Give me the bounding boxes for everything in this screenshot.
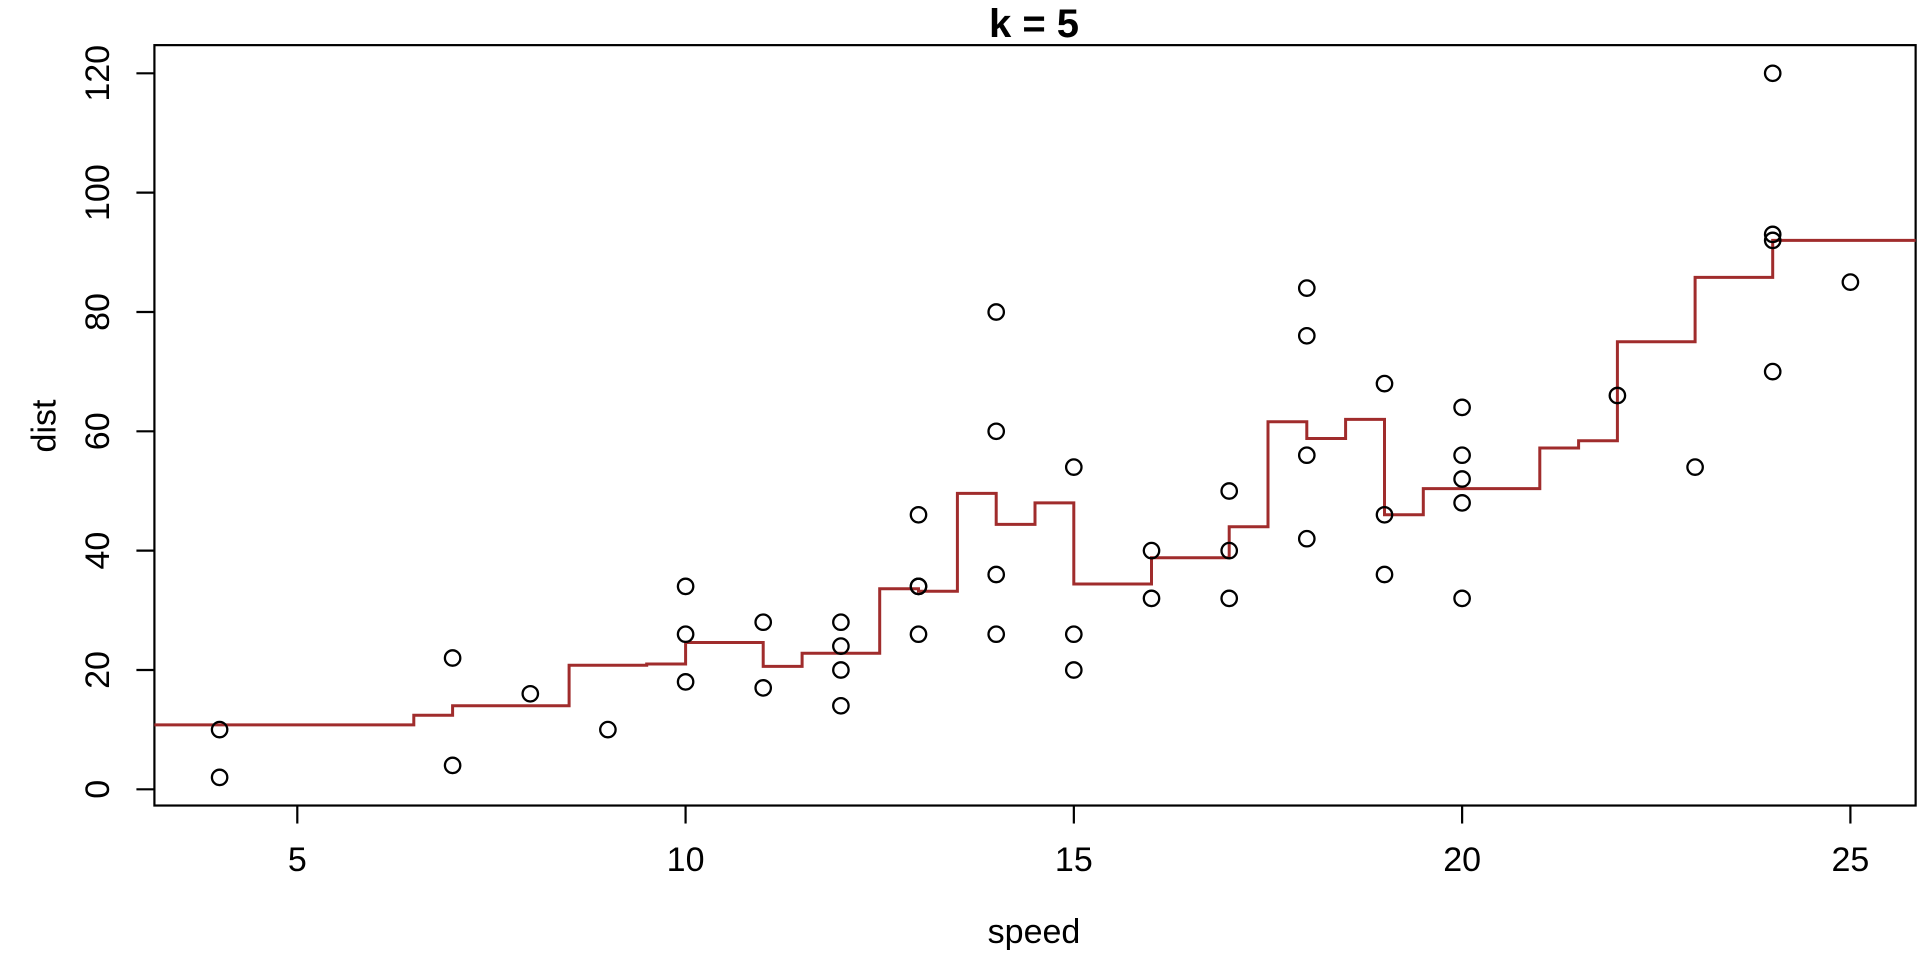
data-point <box>676 577 695 596</box>
data-point <box>521 684 540 703</box>
data-point <box>987 625 1006 644</box>
data-point <box>1453 398 1471 417</box>
data-point <box>676 673 695 691</box>
data-point <box>443 649 462 667</box>
data-point <box>599 720 617 739</box>
x-tick-label: 15 <box>1055 841 1093 879</box>
data-point <box>1375 374 1394 393</box>
data-point <box>832 661 850 679</box>
data-point <box>1064 458 1083 476</box>
knn-step-line <box>154 238 1916 727</box>
data-point <box>1841 273 1860 291</box>
y-tick-label: 40 <box>79 532 117 570</box>
data-point <box>909 625 928 644</box>
data-point <box>1375 565 1394 584</box>
data-point <box>1220 541 1239 560</box>
y-axis-label: dist <box>25 399 64 453</box>
y-tick-label: 60 <box>79 412 117 450</box>
data-point <box>832 696 850 715</box>
data-point <box>1453 494 1471 512</box>
x-tick-label: 10 <box>667 841 705 879</box>
data-point <box>1220 589 1239 608</box>
data-point <box>210 768 229 787</box>
data-point <box>1220 482 1239 500</box>
data-point <box>443 756 462 775</box>
data-point <box>1297 529 1316 548</box>
data-point <box>1064 625 1083 644</box>
data-point <box>676 625 695 644</box>
data-point <box>1453 589 1471 608</box>
data-point <box>1763 231 1782 250</box>
data-point <box>987 303 1006 321</box>
x-axis-label: speed <box>987 913 1081 951</box>
data-point <box>909 577 928 596</box>
data-point <box>987 422 1006 441</box>
data-point <box>1763 64 1782 83</box>
data-point <box>1453 446 1471 465</box>
y-tick-label: 80 <box>79 293 117 331</box>
y-tick-label: 20 <box>79 651 117 689</box>
x-tick-label: 5 <box>288 841 307 879</box>
plot-box <box>153 44 1917 807</box>
data-point <box>1142 541 1161 560</box>
y-tick-label: 0 <box>79 780 117 799</box>
data-point <box>1142 589 1161 608</box>
data-point <box>1297 446 1316 465</box>
data-point <box>1763 225 1782 244</box>
data-point <box>1453 470 1471 488</box>
y-tick-label: 120 <box>79 45 117 102</box>
data-point <box>1297 326 1316 345</box>
chart-title: k = 5 <box>988 2 1080 46</box>
data-point <box>754 613 773 632</box>
y-tick-label: 100 <box>79 164 117 221</box>
data-point <box>1297 279 1316 297</box>
data-point <box>987 565 1006 584</box>
data-point <box>1064 661 1083 679</box>
x-tick-label: 25 <box>1831 841 1869 879</box>
data-point <box>832 637 850 655</box>
data-point <box>1686 458 1704 476</box>
data-point <box>754 679 773 697</box>
x-tick-label: 20 <box>1443 841 1481 879</box>
data-point <box>210 720 229 739</box>
data-point <box>909 505 928 524</box>
data-point <box>832 613 850 632</box>
data-point <box>1763 362 1782 381</box>
data-point <box>1375 505 1394 524</box>
data-point <box>1608 386 1627 405</box>
